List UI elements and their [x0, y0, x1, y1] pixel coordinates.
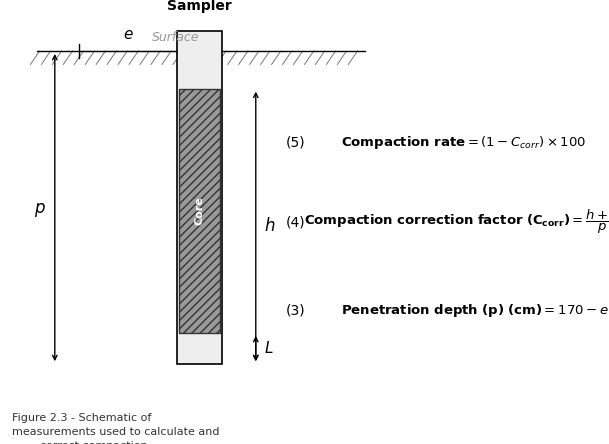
Text: (4): (4) [286, 215, 306, 229]
Text: $\bf{Compaction\ rate}$$ = (1 - C_{corr}) \times 100$: $\bf{Compaction\ rate}$$ = (1 - C_{corr}… [341, 134, 586, 151]
Text: Sampler: Sampler [167, 0, 232, 13]
Text: L: L [265, 341, 273, 356]
Text: Core: Core [194, 197, 205, 225]
Text: e: e [123, 27, 133, 42]
Text: (3): (3) [286, 304, 306, 318]
Text: Surface: Surface [152, 32, 200, 44]
Text: $\bf{Penetration\ depth\ (p)\ (cm)}$$ = 170 - e$: $\bf{Penetration\ depth\ (p)\ (cm)}$$ = … [341, 302, 609, 319]
Text: (5): (5) [286, 135, 306, 149]
Text: p: p [34, 198, 45, 217]
Text: h: h [264, 218, 275, 235]
Text: Figure 2.3 - Schematic of
measurements used to calculate and
        correct com: Figure 2.3 - Schematic of measurements u… [12, 413, 220, 444]
Text: $\bf{Compaction\ correction\ factor\ (C_{corr})}$$ = \dfrac{h+L}{p}$: $\bf{Compaction\ correction\ factor\ (C_… [304, 208, 609, 236]
Bar [177, 31, 222, 364]
Bar [179, 89, 220, 333]
